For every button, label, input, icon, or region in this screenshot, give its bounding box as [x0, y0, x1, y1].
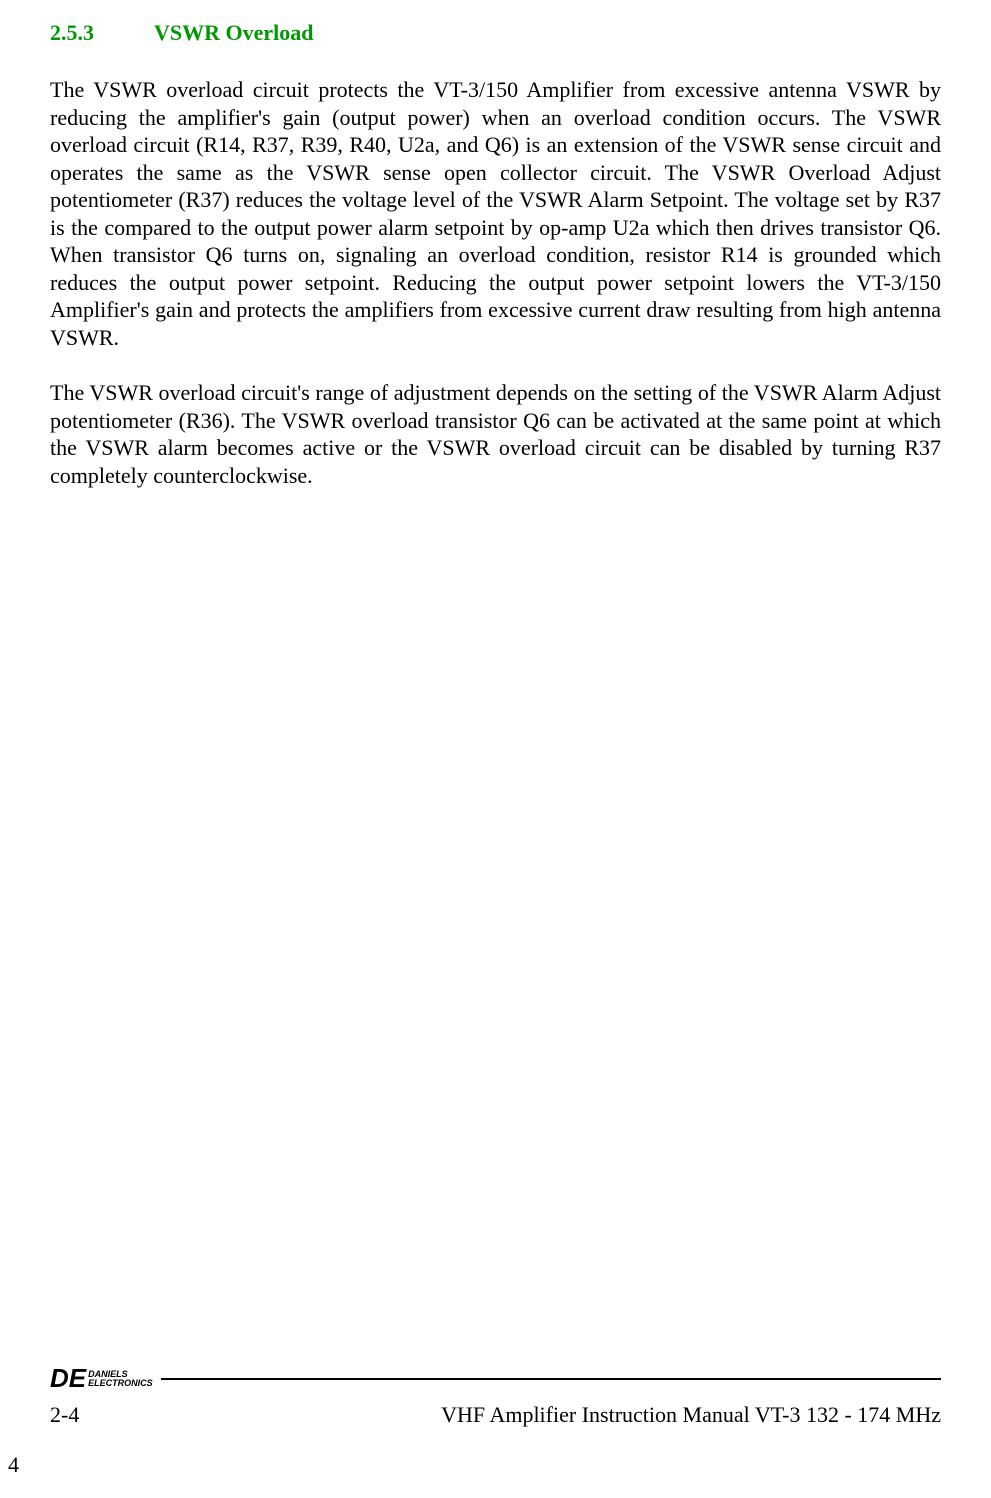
footer-text-row: 2-4 VHF Amplifier Instruction Manual VT-…	[50, 1402, 941, 1428]
section-header: 2.5.3 VSWR Overload	[50, 20, 941, 46]
paragraph-2: The VSWR overload circuit's range of adj…	[50, 379, 941, 489]
logo-small-text: DANIELS ELECTRONICS	[88, 1370, 153, 1388]
logo-line-2: ELECTRONICS	[88, 1379, 153, 1388]
logo-container: DE DANIELS ELECTRONICS	[50, 1363, 153, 1394]
corner-page-number: 4	[8, 1452, 19, 1478]
footer-line-wrapper: DE DANIELS ELECTRONICS	[50, 1363, 941, 1394]
section-number: 2.5.3	[50, 20, 94, 46]
footer-divider	[161, 1378, 941, 1380]
section-title: VSWR Overload	[154, 20, 314, 46]
paragraph-1: The VSWR overload circuit protects the V…	[50, 76, 941, 351]
logo-de-text: DE	[50, 1363, 86, 1394]
page-number: 2-4	[50, 1402, 79, 1428]
page-footer: DE DANIELS ELECTRONICS 2-4 VHF Amplifier…	[0, 1363, 991, 1428]
manual-title: VHF Amplifier Instruction Manual VT-3 13…	[441, 1402, 941, 1428]
